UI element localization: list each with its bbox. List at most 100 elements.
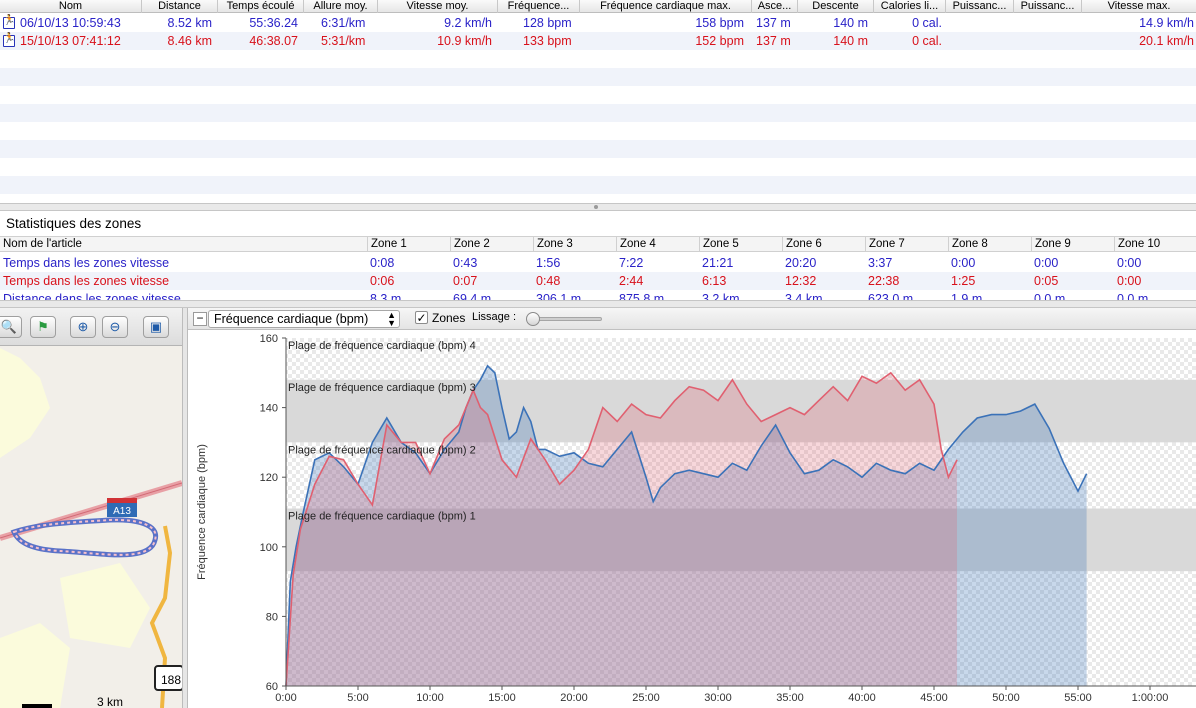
zone-column-header[interactable]: Zone 10 bbox=[1114, 237, 1160, 252]
activity-hr-max: 152 bpm bbox=[695, 34, 744, 48]
table-row-empty bbox=[0, 68, 1196, 86]
column-header-calories[interactable]: Calories li... bbox=[874, 0, 946, 13]
activity-table: Nom Distance Temps écoulé Allure moy. Vi… bbox=[0, 0, 1196, 203]
activity-name: 06/10/13 10:59:43 bbox=[20, 16, 121, 30]
column-header-ascent[interactable]: Asce... bbox=[752, 0, 798, 13]
zone-column-header[interactable]: Zone 7 bbox=[865, 237, 905, 252]
activity-speed: 10.9 km/h bbox=[437, 34, 492, 48]
column-header-speed[interactable]: Vitesse moy. bbox=[378, 0, 498, 13]
collapse-button[interactable]: − bbox=[193, 312, 207, 326]
map-panel[interactable]: A13 188 3 km 🔍 ⚑ ⊕ ⊖ ▣ bbox=[0, 308, 182, 708]
chart-toolbar: − Fréquence cardiaque (bpm) ▲ ▼ ✓ Zones L… bbox=[188, 308, 1196, 330]
zone-cell: 0:05 bbox=[1034, 274, 1059, 288]
flag-icon[interactable]: ⚑ bbox=[30, 316, 56, 338]
activity-ascent: 137 m bbox=[756, 16, 791, 30]
column-header-descent[interactable]: Descente bbox=[798, 0, 874, 13]
route-track bbox=[12, 518, 157, 556]
activity-calories: 0 cal. bbox=[912, 34, 942, 48]
map-canvas[interactable]: A13 188 3 km bbox=[0, 308, 182, 708]
table-row-empty bbox=[0, 158, 1196, 176]
panel-splitter[interactable] bbox=[0, 203, 1196, 211]
zone-column-header[interactable]: Zone 3 bbox=[533, 237, 573, 252]
zone-row-label: Temps dans les zones vitesse bbox=[3, 274, 170, 288]
vertical-splitter[interactable] bbox=[182, 308, 188, 708]
y-tick-label: 160 bbox=[260, 333, 278, 345]
zone-cell: 623.0 m bbox=[868, 292, 914, 300]
zoom-select-icon[interactable]: 🔍 bbox=[0, 316, 22, 338]
smoothing-slider-knob[interactable] bbox=[526, 312, 540, 326]
zoom-in-icon[interactable]: ⊕ bbox=[70, 316, 96, 338]
y-tick-label: 120 bbox=[260, 472, 278, 484]
zone-column-header[interactable]: Zone 8 bbox=[948, 237, 988, 252]
zoom-out-icon[interactable]: ⊖ bbox=[102, 316, 128, 338]
zone-cell: 0:00 bbox=[1034, 256, 1059, 270]
table-row-empty bbox=[0, 104, 1196, 122]
zone-column-header[interactable]: Zone 4 bbox=[616, 237, 656, 252]
zones-checkbox[interactable]: ✓ bbox=[415, 311, 428, 325]
table-row[interactable]: 15/10/13 07:41:12 8.46 km 46:38.07 5:31/… bbox=[0, 32, 1196, 50]
x-tick-label: 10:00 bbox=[416, 692, 444, 704]
road-shield bbox=[107, 503, 137, 517]
zone-cell: 0:08 bbox=[370, 256, 395, 270]
y-tick-label: 80 bbox=[266, 611, 278, 623]
zone-cell: 0:00 bbox=[951, 256, 976, 270]
column-header-power-2[interactable]: Puissanc... bbox=[1014, 0, 1082, 13]
zone-statistics-panel: Statistiques des zones Nom de l'article … bbox=[0, 211, 1196, 300]
fit-icon[interactable]: ▣ bbox=[143, 316, 169, 338]
y-tick-label: 60 bbox=[266, 681, 278, 693]
zone-table-row[interactable]: Temps dans les zones vitesse 0:08 0:43 1:56… bbox=[0, 254, 1196, 272]
activity-max-speed: 20.1 km/h bbox=[1139, 34, 1194, 48]
zone-cell: 12:32 bbox=[785, 274, 817, 288]
metric-select[interactable]: Fréquence cardiaque (bpm) ▲ ▼ bbox=[208, 310, 400, 328]
zone-table-row[interactable]: Temps dans les zones vitesse 0:06 0:07 0:48… bbox=[0, 272, 1196, 290]
zone-cell: 875.8 m bbox=[619, 292, 665, 300]
zone-column-header[interactable]: Zone 1 bbox=[367, 237, 407, 252]
column-header-pace[interactable]: Allure moy. bbox=[304, 0, 378, 13]
zone-column-header[interactable]: Zone 2 bbox=[450, 237, 490, 252]
zone-table-row[interactable]: Distance dans les zones vitesse 8.3 m 69.4… bbox=[0, 290, 1196, 300]
zone-row-label: Temps dans les zones vitesse bbox=[3, 256, 170, 270]
column-header-power-1[interactable]: Puissanc... bbox=[946, 0, 1014, 13]
activity-hr-avg: 128 bpm bbox=[523, 16, 572, 30]
panel-splitter[interactable] bbox=[0, 300, 1196, 308]
zone-cell: 0:06 bbox=[370, 274, 395, 288]
table-row-empty bbox=[0, 50, 1196, 68]
column-header-elapsed[interactable]: Temps écoulé bbox=[218, 0, 304, 13]
select-arrows-icon: ▲ ▼ bbox=[387, 310, 396, 328]
heart-rate-zone-band bbox=[286, 508, 1196, 572]
zone-label: Plage de fréquence cardiaque (bpm) 1 bbox=[288, 511, 476, 523]
column-header-max-speed[interactable]: Vitesse max. bbox=[1107, 0, 1171, 12]
x-tick-label: 30:00 bbox=[704, 692, 732, 704]
zone-cell: 0.0 m bbox=[1034, 292, 1066, 300]
zone-label: Plage de fréquence cardiaque (bpm) 4 bbox=[288, 340, 476, 352]
map-area bbox=[60, 563, 150, 648]
road-number-label: 188 bbox=[161, 673, 181, 687]
x-tick-label: 5:00 bbox=[347, 692, 368, 704]
activity-hr-max: 158 bpm bbox=[695, 16, 744, 30]
zone-column-header[interactable]: Zone 5 bbox=[699, 237, 739, 252]
heart-rate-zone-band bbox=[286, 379, 1196, 443]
x-tick-label: 50:00 bbox=[992, 692, 1020, 704]
zone-cell: 8.3 m bbox=[370, 292, 402, 300]
road-shield-label: A13 bbox=[113, 506, 131, 517]
activity-distance: 8.52 km bbox=[167, 16, 212, 30]
x-tick-label: 15:00 bbox=[488, 692, 516, 704]
map-area bbox=[0, 348, 50, 458]
smoothing-label: Lissage : bbox=[472, 311, 517, 323]
activity-name: 15/10/13 07:41:12 bbox=[20, 34, 121, 48]
heart-rate-chart: 60 80 100 120 140 160 0:00 5:00 10:00 15:00 20:00 2… bbox=[196, 333, 1196, 704]
metric-select-value: Fréquence cardiaque (bpm) bbox=[214, 312, 369, 326]
activity-max-speed: 14.9 km/h bbox=[1139, 16, 1194, 30]
zone-column-header[interactable]: Zone 9 bbox=[1031, 237, 1071, 252]
column-header-hr-max[interactable]: Fréquence cardiaque max. bbox=[580, 0, 752, 13]
zone-column-header[interactable]: Nom de l'article bbox=[3, 238, 82, 250]
table-row[interactable]: 06/10/13 10:59:43 8.52 km 55:36.24 6:31/… bbox=[0, 14, 1196, 32]
splitter-grip-icon[interactable] bbox=[594, 205, 598, 209]
zone-cell: 3:37 bbox=[868, 256, 893, 270]
column-header-name[interactable]: Nom bbox=[0, 0, 142, 13]
column-header-distance[interactable]: Distance bbox=[142, 0, 218, 13]
zone-cell: 0:43 bbox=[453, 256, 478, 270]
zone-cell: 0:07 bbox=[453, 274, 478, 288]
zone-column-header[interactable]: Zone 6 bbox=[782, 237, 822, 252]
column-header-hr-avg[interactable]: Fréquence... bbox=[498, 0, 580, 13]
